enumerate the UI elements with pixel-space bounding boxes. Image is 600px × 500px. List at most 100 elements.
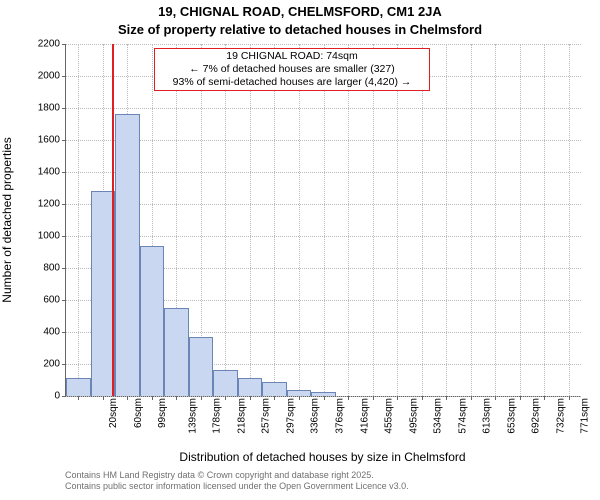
chart-container: 19, CHIGNAL ROAD, CHELMSFORD, CM1 2JA Si…: [0, 0, 600, 500]
xtick-label: 534sqm: [433, 398, 444, 434]
footer-line1: Contains HM Land Registry data © Crown c…: [65, 470, 580, 481]
xtick-label: 257sqm: [261, 398, 272, 434]
ytick-mark: [62, 396, 66, 397]
gridline-vertical: [324, 44, 325, 396]
gridline-vertical: [495, 44, 496, 396]
xtick-label: 336sqm: [310, 398, 321, 434]
xtick-mark: [422, 396, 423, 400]
histogram-bar: [66, 378, 91, 396]
ytick-label: 800: [43, 263, 60, 274]
xtick-label: 613sqm: [481, 398, 492, 434]
xtick-mark: [495, 396, 496, 400]
xtick-mark: [225, 396, 226, 400]
xtick-label: 771sqm: [579, 398, 590, 434]
ytick-label: 600: [43, 295, 60, 306]
gridline-vertical: [299, 44, 300, 396]
xtick-label: 653sqm: [506, 398, 517, 434]
histogram-bar: [238, 378, 263, 396]
ytick-label: 1000: [38, 231, 60, 242]
ytick-label: 1400: [38, 167, 60, 178]
ytick-label: 1600: [38, 135, 60, 146]
gridline-vertical: [520, 44, 521, 396]
xtick-mark: [274, 396, 275, 400]
xtick-mark: [397, 396, 398, 400]
ytick-mark: [62, 108, 66, 109]
xtick-mark: [201, 396, 202, 400]
ytick-mark: [62, 364, 66, 365]
histogram-bar: [213, 370, 237, 396]
xtick-label: 99sqm: [157, 398, 168, 428]
xtick-mark: [471, 396, 472, 400]
xtick-label: 495sqm: [408, 398, 419, 434]
xtick-label: 376sqm: [335, 398, 346, 434]
xtick-mark: [78, 396, 79, 400]
ytick-label: 2000: [38, 71, 60, 82]
histogram-bar: [164, 308, 189, 396]
gridline-vertical: [544, 44, 545, 396]
gridline-vertical: [569, 44, 570, 396]
annotation-line: 19 CHIGNAL ROAD: 74sqm: [158, 50, 426, 63]
annotation-box: 19 CHIGNAL ROAD: 74sqm← 7% of detached h…: [154, 48, 430, 91]
xtick-label: 574sqm: [457, 398, 468, 434]
ytick-label: 1200: [38, 199, 60, 210]
histogram-bar: [311, 392, 335, 396]
gridline-vertical: [471, 44, 472, 396]
xtick-label: 218sqm: [237, 398, 248, 434]
ytick-label: 0: [54, 391, 60, 402]
xtick-mark: [250, 396, 251, 400]
xtick-label: 60sqm: [133, 398, 144, 428]
xtick-mark: [373, 396, 374, 400]
x-axis-label: Distribution of detached houses by size …: [65, 450, 580, 464]
ytick-mark: [62, 172, 66, 173]
xtick-mark: [348, 396, 349, 400]
chart-title-line2: Size of property relative to detached ho…: [0, 22, 600, 37]
histogram-bar: [287, 390, 312, 396]
gridline-vertical: [446, 44, 447, 396]
footer-line2: Contains public sector information licen…: [65, 481, 580, 492]
histogram-bar: [189, 337, 214, 396]
gridline-vertical: [274, 44, 275, 396]
gridline-vertical: [78, 44, 79, 396]
histogram-bar: [115, 114, 140, 396]
histogram-bar: [262, 382, 286, 396]
gridline-vertical: [422, 44, 423, 396]
ytick-label: 400: [43, 327, 60, 338]
ytick-label: 1800: [38, 103, 60, 114]
gridline-vertical: [225, 44, 226, 396]
xtick-mark: [520, 396, 521, 400]
gridline-vertical: [397, 44, 398, 396]
gridline-vertical: [373, 44, 374, 396]
chart-footer: Contains HM Land Registry data © Crown c…: [65, 470, 580, 493]
ytick-mark: [62, 268, 66, 269]
ytick-mark: [62, 76, 66, 77]
xtick-mark: [324, 396, 325, 400]
ytick-mark: [62, 236, 66, 237]
xtick-label: 20sqm: [108, 398, 119, 428]
ytick-mark: [62, 204, 66, 205]
xtick-mark: [446, 396, 447, 400]
xtick-mark: [569, 396, 570, 400]
ytick-mark: [62, 300, 66, 301]
plot-area: 0200400600800100012001400160018002000220…: [65, 44, 581, 397]
y-axis-label: Number of detached properties: [0, 137, 14, 302]
xtick-label: 297sqm: [286, 398, 297, 434]
xtick-label: 732sqm: [555, 398, 566, 434]
ytick-label: 200: [43, 359, 60, 370]
gridline-vertical: [250, 44, 251, 396]
xtick-label: 139sqm: [188, 398, 199, 434]
xtick-label: 692sqm: [530, 398, 541, 434]
xtick-label: 178sqm: [212, 398, 223, 434]
xtick-label: 455sqm: [384, 398, 395, 434]
histogram-bar: [140, 246, 164, 396]
gridline-vertical: [348, 44, 349, 396]
xtick-mark: [544, 396, 545, 400]
ytick-mark: [62, 44, 66, 45]
ytick-mark: [62, 332, 66, 333]
ytick-mark: [62, 140, 66, 141]
ytick-label: 2200: [38, 39, 60, 50]
xtick-mark: [176, 396, 177, 400]
xtick-mark: [299, 396, 300, 400]
xtick-mark: [127, 396, 128, 400]
chart-title-line1: 19, CHIGNAL ROAD, CHELMSFORD, CM1 2JA: [0, 4, 600, 19]
xtick-label: 416sqm: [359, 398, 370, 434]
